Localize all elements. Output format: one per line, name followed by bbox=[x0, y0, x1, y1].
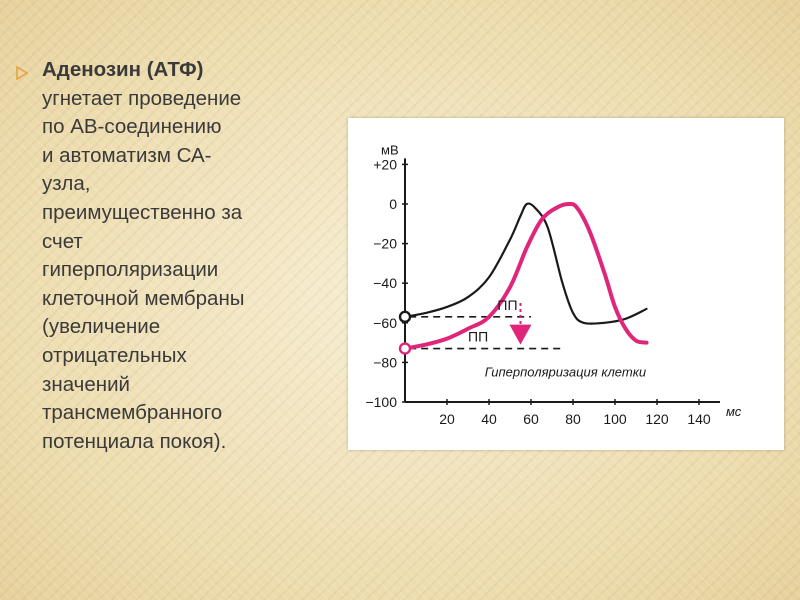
threshold-label: ПП bbox=[497, 297, 517, 313]
hyperpolarization-arrow-head bbox=[509, 324, 532, 345]
bullet-icon bbox=[16, 65, 29, 84]
y-tick-label: −60 bbox=[373, 315, 397, 331]
y-tick-label: −40 bbox=[373, 275, 397, 291]
hyperpolarization-caption: Гиперполяризация клетки bbox=[485, 364, 646, 379]
bullet-line: угнетает проведение bbox=[42, 86, 242, 110]
bullet-line: преимущественно за bbox=[42, 200, 243, 224]
threshold-label: ПП bbox=[468, 329, 488, 345]
x-tick-label: 120 bbox=[645, 411, 669, 427]
y-tick-label: +20 bbox=[373, 156, 397, 172]
x-tick-label: 40 bbox=[481, 411, 497, 427]
bullet-line: значений bbox=[42, 372, 130, 396]
bullet-line: гиперполяризации bbox=[42, 258, 219, 282]
bullet-line: потенциала покоя). bbox=[42, 429, 227, 453]
x-tick-label: 80 bbox=[565, 411, 581, 427]
x-tick-label: 60 bbox=[523, 411, 539, 427]
series-start-marker bbox=[398, 342, 412, 355]
bullet-line: клеточной мембраны bbox=[42, 286, 245, 310]
bullet-line: трансмембранного bbox=[42, 401, 223, 425]
y-tick-label: −20 bbox=[373, 236, 397, 252]
x-tick-label: 140 bbox=[687, 411, 711, 427]
bullet-lead-text: Аденозин (АТФ) bbox=[42, 58, 204, 81]
x-tick-label: 20 bbox=[439, 411, 455, 427]
x-tick-label: 100 bbox=[603, 411, 627, 427]
bullet-line: и автоматизм СА- bbox=[42, 143, 212, 167]
series-line bbox=[403, 202, 648, 325]
y-tick-label: 0 bbox=[389, 196, 397, 212]
action-potential-figure: мВ мс +20 0 −20 −40 −60 −80 −100 20 40 60 80 100 120 14… bbox=[348, 118, 784, 450]
action-potential-chart: мВ мс +20 0 −20 −40 −60 −80 −100 20 40 60 80 100 120 14… bbox=[365, 142, 742, 427]
bullet-text-block: Аденозин (АТФ) угнетает проведение по АВ… bbox=[16, 56, 346, 456]
series-start-marker bbox=[398, 310, 412, 324]
y-tick-label: −80 bbox=[373, 354, 397, 370]
bullet-line: отрицательных bbox=[42, 343, 187, 367]
bullet-paragraph: Аденозин (АТФ) угнетает проведение по АВ… bbox=[42, 56, 346, 456]
y-tick-label: −100 bbox=[365, 394, 397, 410]
bullet-line: по АВ-соединению bbox=[42, 115, 222, 139]
x-axis-unit-label: мс bbox=[726, 404, 742, 419]
bullet-line: (увеличение bbox=[42, 315, 161, 339]
bullet-line: узла, bbox=[42, 172, 91, 196]
y-axis-unit-label: мВ bbox=[381, 142, 399, 157]
bullet-line: счет bbox=[42, 229, 83, 253]
series-line bbox=[403, 201, 649, 351]
